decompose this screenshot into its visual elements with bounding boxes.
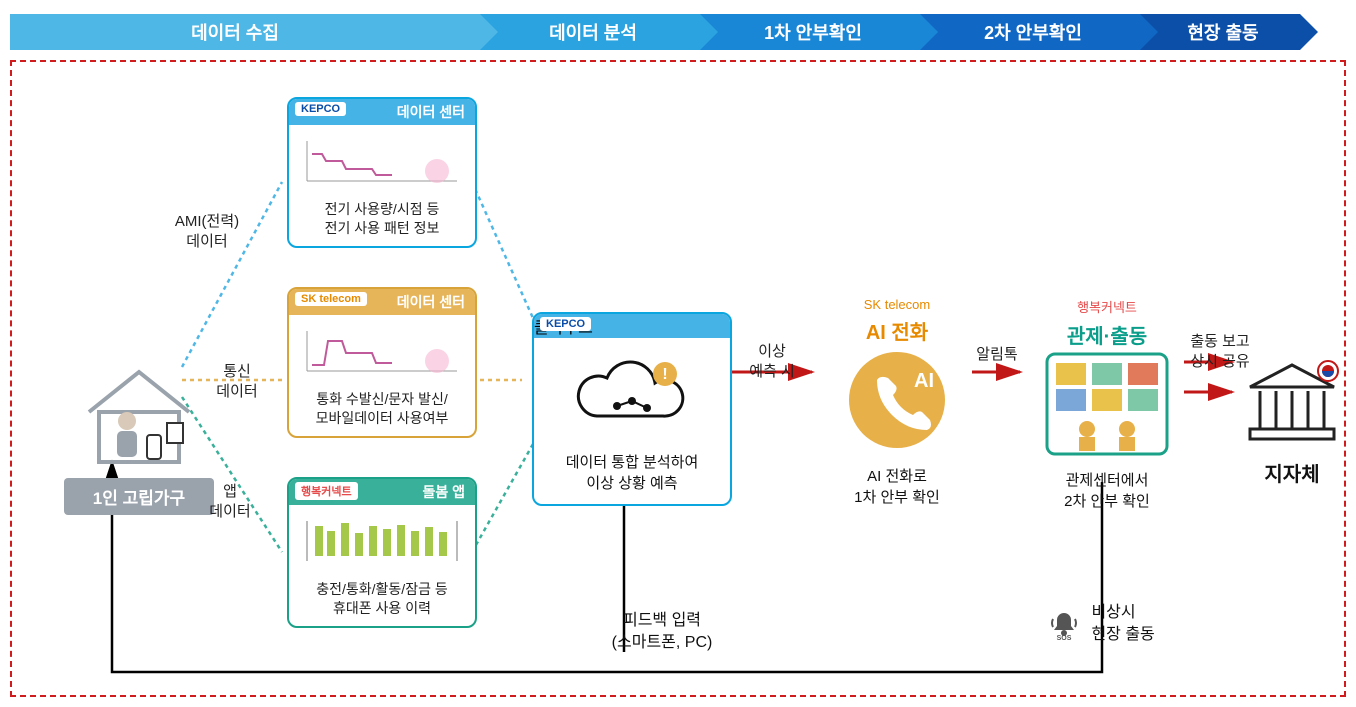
stage-1: 데이터 분석 — [480, 14, 700, 50]
feedback-label: 피드백 입력 (스마트폰, PC) — [562, 610, 762, 655]
datacenter-skt: SK telecom 데이터 센터 통화 수발신/문자 발신/ 모바일데이터 사… — [287, 287, 477, 438]
ai-node: SK telecom AI 전화 AI AI 전화로 1차 안부 확인 — [812, 297, 982, 508]
stage-0: 데이터 수집 — [10, 14, 480, 50]
app-logo: 행복커넥트 — [295, 482, 358, 500]
gov-node: 지자체 — [1237, 357, 1347, 487]
stage-2: 1차 안부확인 — [700, 14, 920, 50]
ai-brand: SK telecom — [812, 297, 982, 312]
sos-bell-icon: SOS — [1047, 607, 1081, 641]
kepco-head: 데이터 센터 — [397, 102, 465, 122]
label-ami: AMI(전력) 데이터 — [162, 212, 252, 251]
svg-text:SOS: SOS — [1057, 635, 1072, 641]
ctrl-caption: 관제센터에서 2차 안부 확인 — [1022, 470, 1192, 512]
label-anomaly: 이상 예측 시 — [732, 342, 812, 381]
svg-text:!: ! — [662, 366, 667, 383]
phone-ai-icon: AI — [842, 345, 952, 455]
stage-4: 현장 출동 — [1140, 14, 1300, 50]
datacenter-app: 행복커넥트 돌봄 앱 충전/통화/활동/잠금 등 휴대폰 사용 이력 — [287, 477, 477, 628]
skt-logo: SK telecom — [295, 292, 367, 306]
svg-text:AI: AI — [914, 370, 934, 392]
household-node: 1인 고립가구 — [64, 357, 214, 515]
ai-title: AI 전화 — [812, 316, 982, 345]
app-caption: 충전/통화/활동/잠금 등 휴대폰 사용 이력 — [297, 580, 467, 618]
kepco-logo: KEPCO — [295, 102, 346, 116]
ai-caption: AI 전화로 1차 안부 확인 — [812, 466, 982, 508]
label-comm: 통신 데이터 — [207, 362, 267, 401]
app-mini-chart — [297, 511, 467, 571]
control-node: 행복커넥트 관제·출동 관제센터에서 2차 안부 확인 — [1022, 297, 1192, 512]
diagram-boundary: 1인 고립가구 AMI(전력) 데이터 통신 데이터 앱 데이터 KEPCO 데… — [10, 60, 1346, 697]
ctrl-brand: 행복커넥트 — [1022, 297, 1192, 316]
cloud-caption: 데이터 통합 분석하여 이상 상황 예측 — [534, 446, 730, 504]
ctrl-title: 관제·출동 — [1022, 320, 1192, 349]
datacenter-kepco: KEPCO 데이터 센터 전기 사용량/시점 등 전기 사용 패턴 정보 — [287, 97, 477, 248]
gov-building-icon — [1242, 357, 1342, 447]
app-head: 돌봄 앱 — [422, 482, 465, 502]
gov-label: 지자체 — [1237, 458, 1347, 487]
household-label: 1인 고립가구 — [64, 478, 214, 515]
house-icon — [79, 357, 199, 467]
kepco-caption: 전기 사용량/시점 등 전기 사용 패턴 정보 — [297, 200, 467, 238]
sos-label: SOS 비상시 현장 출동 — [1047, 602, 1155, 647]
cloud-icon: ! — [567, 346, 697, 441]
skt-head: 데이터 센터 — [397, 292, 465, 312]
cloud-logo: KEPCO — [540, 317, 591, 331]
kepco-mini-chart — [297, 131, 467, 191]
label-app: 앱 데이터 — [200, 482, 260, 521]
stage-3: 2차 안부확인 — [920, 14, 1140, 50]
sos-text: 비상시 현장 출동 — [1091, 602, 1154, 647]
cloud-node: KEPCO 클라우드 ! 데이터 통합 분석하여 이상 상황 예측 — [532, 312, 732, 506]
control-panel-icon — [1042, 349, 1172, 459]
label-alimtalk: 알림톡 — [967, 345, 1027, 365]
stage-bar: 데이터 수집데이터 분석1차 안부확인2차 안부확인현장 출동 — [10, 14, 1346, 50]
skt-mini-chart — [297, 321, 467, 381]
skt-caption: 통화 수발신/문자 발신/ 모바일데이터 사용여부 — [297, 390, 467, 428]
